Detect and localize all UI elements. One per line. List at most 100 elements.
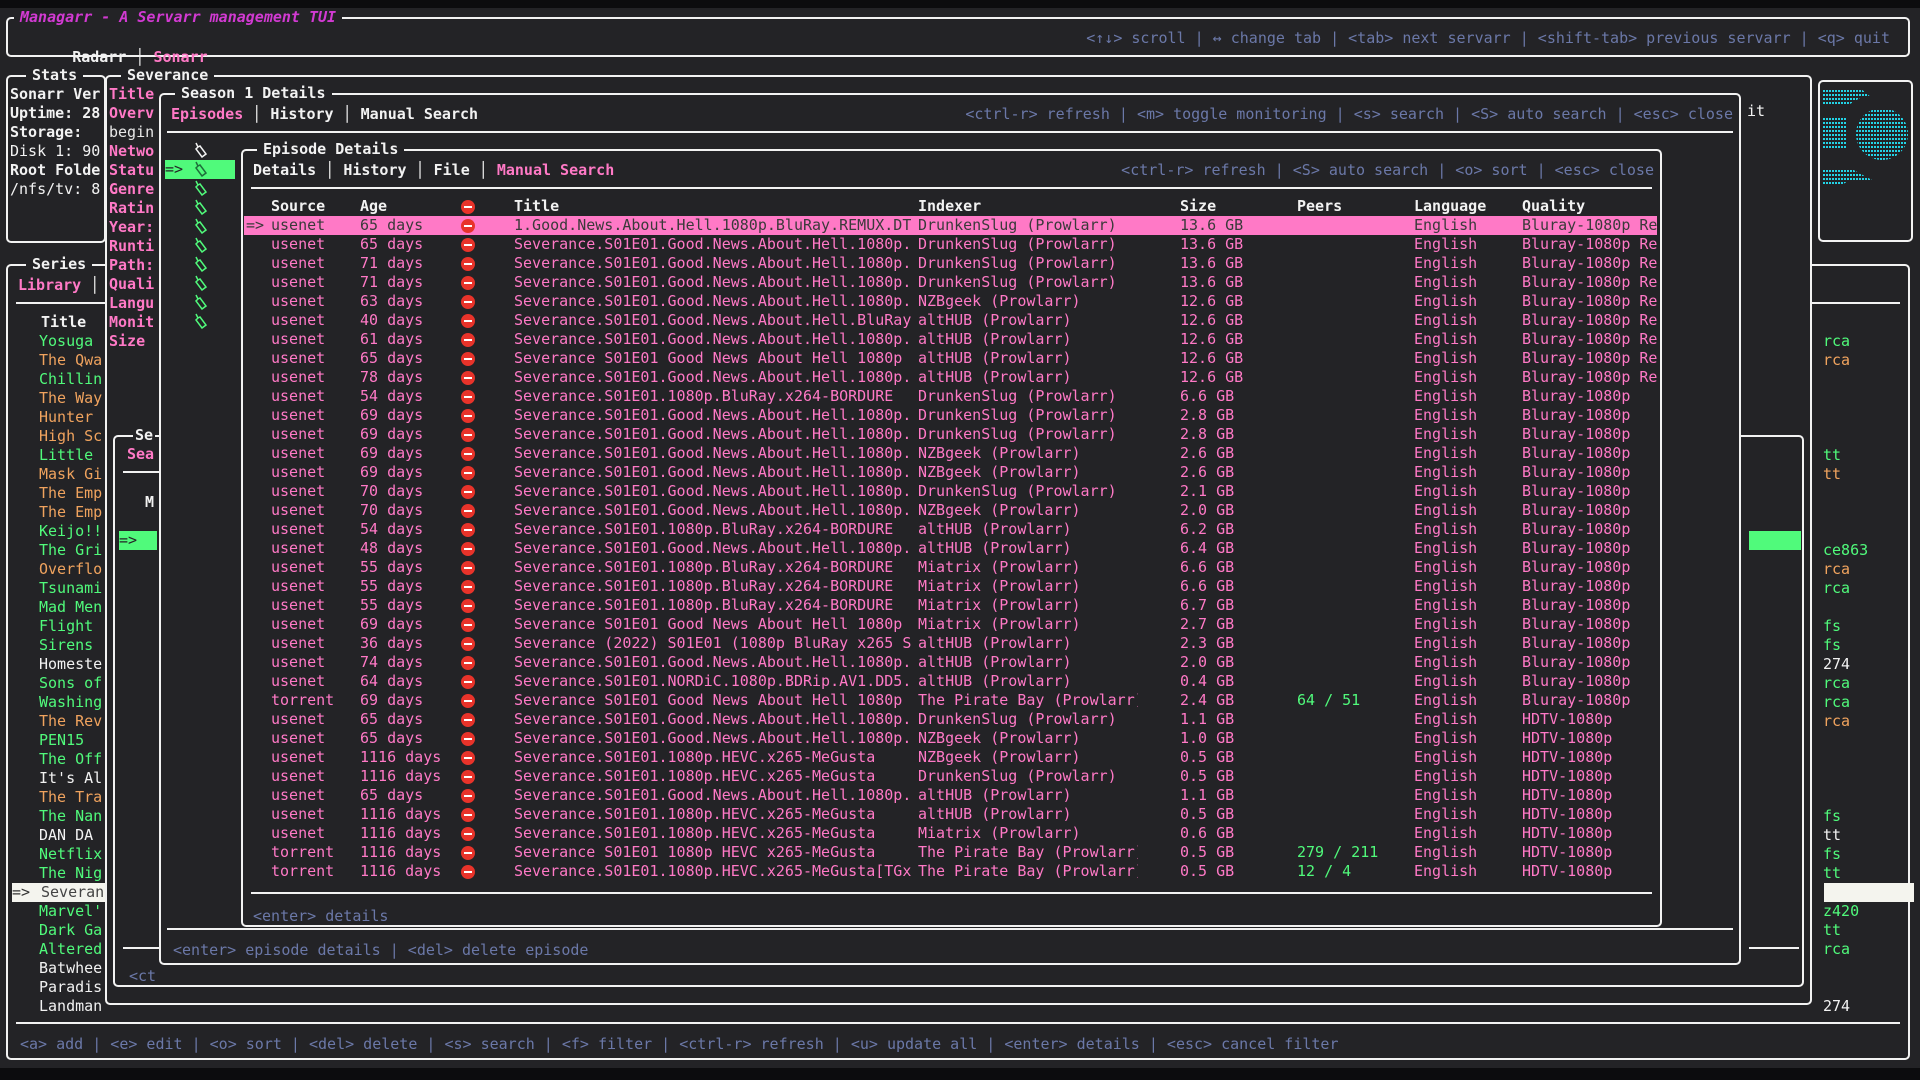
- series-list-item[interactable]: Tsunami: [8, 579, 108, 598]
- season-tab-manual-search[interactable]: Manual Search: [360, 105, 479, 123]
- episode-tab-file[interactable]: File: [433, 161, 470, 179]
- series-list-item[interactable]: Altered: [8, 940, 108, 959]
- release-row[interactable]: usenet 40 days Severance.S01E01.Good.News.…: [244, 311, 1657, 330]
- series-list-item[interactable]: The Nig: [8, 864, 108, 883]
- series-list-item[interactable]: Sons of: [8, 674, 108, 693]
- series-list-item[interactable]: Marvel': [8, 902, 108, 921]
- season-behind-tab[interactable]: Sea: [127, 445, 155, 463]
- series-list-item[interactable]: The Qwa: [8, 351, 108, 370]
- series-list-item[interactable]: Little: [8, 446, 108, 465]
- column-header-source[interactable]: Source: [271, 197, 326, 215]
- release-row[interactable]: usenet 65 days Severance.S01E01.Good.News.…: [244, 729, 1657, 748]
- release-row[interactable]: usenet 71 days Severance.S01E01.Good.News.…: [244, 254, 1657, 273]
- release-row[interactable]: usenet 69 days Severance.S01E01.Good.News.…: [244, 425, 1657, 444]
- column-header-age[interactable]: Age: [360, 197, 388, 215]
- release-row[interactable]: usenet 69 days Severance.S01E01.Good.News.…: [244, 463, 1657, 482]
- release-row[interactable]: usenet 54 days Severance.S01E01.1080p.BluR…: [244, 387, 1657, 406]
- episode-row[interactable]: [165, 179, 235, 198]
- series-list-item[interactable]: Chillin: [8, 370, 108, 389]
- episode-row[interactable]: [165, 198, 235, 217]
- release-row[interactable]: usenet 69 days Severance S01E01 Good News …: [244, 615, 1657, 634]
- series-list-item[interactable]: Washing: [8, 693, 108, 712]
- series-list-item[interactable]: => Severan: [12, 883, 108, 902]
- release-row[interactable]: usenet 78 days Severance.S01E01.Good.News.…: [244, 368, 1657, 387]
- episode-row[interactable]: =>: [165, 160, 235, 179]
- release-row[interactable]: usenet 65 days Severance.S01E01.Good.News.…: [244, 235, 1657, 254]
- series-list-item[interactable]: The Off: [8, 750, 108, 769]
- release-row[interactable]: usenet 69 days Severance.S01E01.Good.News.…: [244, 444, 1657, 463]
- series-list-item[interactable]: Overflo: [8, 560, 108, 579]
- release-row[interactable]: usenet 55 days Severance.S01E01.1080p.BluR…: [244, 558, 1657, 577]
- release-row[interactable]: usenet 71 days Severance.S01E01.Good.News.…: [244, 273, 1657, 292]
- episode-row[interactable]: [165, 255, 235, 274]
- series-list-item[interactable]: It's Al: [8, 769, 108, 788]
- series-list-item[interactable]: The Tra: [8, 788, 108, 807]
- season-tab-history[interactable]: History: [270, 105, 334, 123]
- series-list-item[interactable]: Keijo!!: [8, 522, 108, 541]
- release-row[interactable]: torrent 69 days Severance S01E01 Good News…: [244, 691, 1657, 710]
- series-list-item[interactable]: The Gri: [8, 541, 108, 560]
- series-list-item[interactable]: The Way: [8, 389, 108, 408]
- series-list-item[interactable]: Batwhee: [8, 959, 108, 978]
- series-list-item[interactable]: DAN DA: [8, 826, 108, 845]
- release-row[interactable]: usenet 48 days Severance.S01E01.Good.News.…: [244, 539, 1657, 558]
- series-list-item[interactable]: Flight: [8, 617, 108, 636]
- release-row[interactable]: usenet 1116 days Severance.S01E01.1080p.HE…: [244, 748, 1657, 767]
- column-header-indexer[interactable]: Indexer: [918, 197, 982, 215]
- series-list-item[interactable]: The Emp: [8, 503, 108, 522]
- episode-row[interactable]: [165, 312, 235, 331]
- episode-tab-history[interactable]: History: [343, 161, 407, 179]
- series-list-item[interactable]: Hunter: [8, 408, 108, 427]
- release-row[interactable]: usenet 1116 days Severance.S01E01.1080p.HE…: [244, 767, 1657, 786]
- episode-row[interactable]: [165, 217, 235, 236]
- release-row[interactable]: torrent 1116 days Severance.S01E01.1080p.H…: [244, 862, 1657, 881]
- series-list-item[interactable]: Mask Gi: [8, 465, 108, 484]
- series-list-item[interactable]: Landman: [8, 997, 108, 1016]
- release-row[interactable]: usenet 1116 days Severance.S01E01.1080p.HE…: [244, 824, 1657, 843]
- release-row[interactable]: => usenet 65 days 1.Good.News.About.Hell.10…: [244, 216, 1657, 235]
- series-list-item[interactable]: Dark Ga: [8, 921, 108, 940]
- episode-row[interactable]: [165, 274, 235, 293]
- series-list-item[interactable]: Netflix: [8, 845, 108, 864]
- episode-tab-details[interactable]: Details: [253, 161, 317, 179]
- release-row[interactable]: usenet 63 days Severance.S01E01.Good.News.…: [244, 292, 1657, 311]
- release-row[interactable]: usenet 70 days Severance.S01E01.Good.News.…: [244, 501, 1657, 520]
- episode-tab-manual-search[interactable]: Manual Search: [496, 161, 615, 179]
- column-header-language[interactable]: Language: [1414, 197, 1487, 215]
- release-row[interactable]: usenet 36 days Severance (2022) S01E01 (10…: [244, 634, 1657, 653]
- release-row[interactable]: usenet 55 days Severance.S01E01.1080p.BluR…: [244, 577, 1657, 596]
- series-list-item[interactable]: Paradis: [8, 978, 108, 997]
- series-list-item[interactable]: The Emp: [8, 484, 108, 503]
- release-row[interactable]: usenet 55 days Severance.S01E01.1080p.BluR…: [244, 596, 1657, 615]
- series-list-item[interactable]: The Rev: [8, 712, 108, 731]
- column-header-size[interactable]: Size: [1180, 197, 1217, 215]
- column-header-title[interactable]: Title: [514, 197, 560, 215]
- tab-library[interactable]: Library: [18, 276, 82, 294]
- release-row[interactable]: torrent 1116 days Severance S01E01 1080p H…: [244, 843, 1657, 862]
- series-list-item[interactable]: Sirens: [8, 636, 108, 655]
- series-list-item[interactable]: Homeste: [8, 655, 108, 674]
- series-list-item[interactable]: The Nan: [8, 807, 108, 826]
- column-header-quality[interactable]: Quality: [1522, 197, 1586, 215]
- series-list-item[interactable]: Mad Men: [8, 598, 108, 617]
- season-tab-episodes[interactable]: Episodes: [171, 105, 244, 123]
- release-row[interactable]: usenet 70 days Severance.S01E01.Good.News.…: [244, 482, 1657, 501]
- series-list-item[interactable]: High Sc: [8, 427, 108, 446]
- tab-radarr[interactable]: Radarr: [72, 48, 127, 66]
- column-header-peers[interactable]: Peers: [1297, 197, 1343, 215]
- release-row[interactable]: usenet 65 days Severance S01E01 Good News …: [244, 349, 1657, 368]
- series-list-item[interactable]: Yosuga: [8, 332, 108, 351]
- release-row[interactable]: usenet 65 days Severance.S01E01.Good.News.…: [244, 710, 1657, 729]
- episode-row[interactable]: [165, 293, 235, 312]
- release-row[interactable]: usenet 54 days Severance.S01E01.1080p.BluR…: [244, 520, 1657, 539]
- episode-row[interactable]: [165, 141, 235, 160]
- release-row[interactable]: usenet 69 days Severance.S01E01.Good.News.…: [244, 406, 1657, 425]
- series-list-item[interactable]: PEN15: [8, 731, 108, 750]
- release-row[interactable]: usenet 64 days Severance.S01E01.NORDiC.108…: [244, 672, 1657, 691]
- release-row[interactable]: usenet 1116 days Severance.S01E01.1080p.HE…: [244, 805, 1657, 824]
- tab-sonarr[interactable]: Sonarr: [153, 48, 208, 66]
- release-row[interactable]: usenet 74 days Severance.S01E01.Good.News.…: [244, 653, 1657, 672]
- episode-row[interactable]: [165, 236, 235, 255]
- release-row[interactable]: usenet 61 days Severance.S01E01.Good.News.…: [244, 330, 1657, 349]
- release-row[interactable]: usenet 65 days Severance.S01E01.Good.News.…: [244, 786, 1657, 805]
